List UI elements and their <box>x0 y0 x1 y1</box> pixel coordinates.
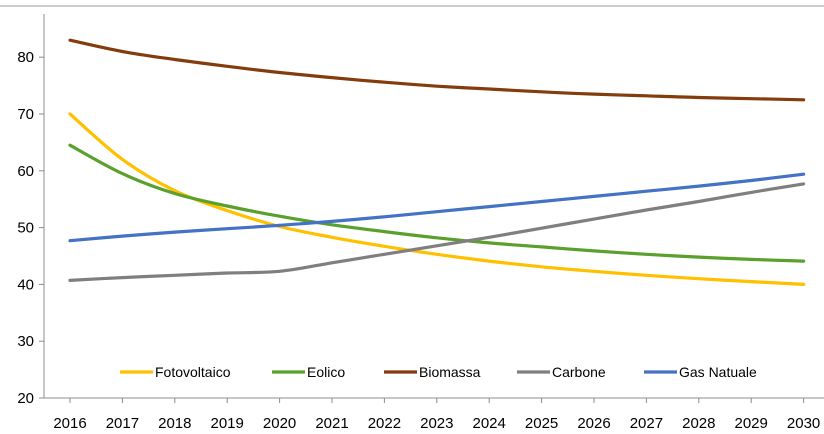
x-tick-label: 2021 <box>315 415 348 432</box>
x-tick-label: 2016 <box>53 415 86 432</box>
y-tick-label: 60 <box>17 163 34 180</box>
y-tick-label: 80 <box>17 49 34 66</box>
y-tick-label: 70 <box>17 106 34 123</box>
x-tick-label: 2023 <box>420 415 453 432</box>
y-tick-label: 20 <box>17 390 34 407</box>
x-tick-label: 2019 <box>211 415 244 432</box>
legend: Fotovoltaico Eolico Biomassa Carbone Gas Nat… <box>120 364 757 380</box>
series-line-fotovoltaico <box>68 112 806 286</box>
legend-label-gas-natuale: Gas Natuale <box>679 364 757 380</box>
series-line-carbone <box>68 182 806 282</box>
x-tick-label: 2026 <box>577 415 610 432</box>
x-tick-label: 2028 <box>682 415 715 432</box>
x-tick-label: 2024 <box>473 415 506 432</box>
legend-label-fotovoltaico: Fotovoltaico <box>155 364 231 380</box>
x-tick-label: 2022 <box>368 415 401 432</box>
legend-label-biomassa: Biomassa <box>419 364 481 380</box>
x-tick-label: 2025 <box>525 415 558 432</box>
y-tick-label: 50 <box>17 220 34 237</box>
x-axis-ticks: 2016 2017 2018 2019 2020 2021 2022 2023 2024 2025… <box>53 398 820 432</box>
x-tick-label: 2027 <box>630 415 663 432</box>
y-axis-ticks: 20 30 40 50 60 70 80 <box>17 49 44 407</box>
y-tick-label: 40 <box>17 276 34 293</box>
x-tick-label: 2030 <box>787 415 820 432</box>
series-line-biomassa <box>68 38 806 102</box>
x-tick-label: 2018 <box>158 415 191 432</box>
series-line-gas-natuale <box>68 172 806 243</box>
y-tick-label: 30 <box>17 333 34 350</box>
series-line-eolico <box>68 143 806 263</box>
legend-label-carbone: Carbone <box>552 364 606 380</box>
legend-label-eolico: Eolico <box>307 364 345 380</box>
x-tick-label: 2020 <box>263 415 296 432</box>
series-lines <box>68 38 806 286</box>
x-tick-label: 2029 <box>735 415 768 432</box>
x-tick-label: 2017 <box>106 415 139 432</box>
